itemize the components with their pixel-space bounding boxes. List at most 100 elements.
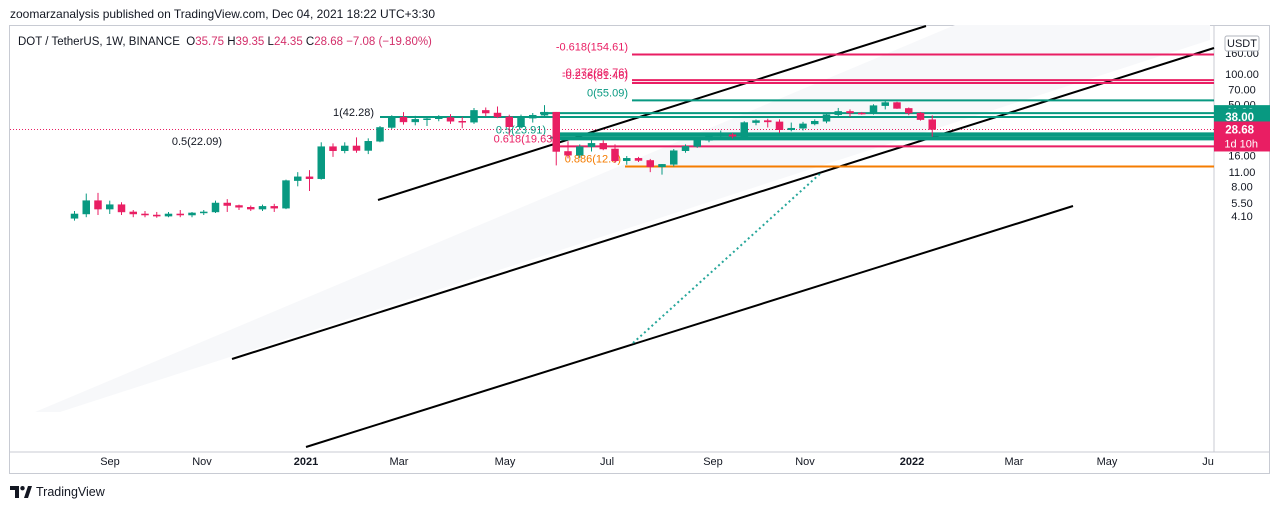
candle-body[interactable] (775, 121, 784, 131)
time-axis-tick: May (495, 456, 516, 468)
candle-body[interactable] (247, 207, 255, 210)
currency-unit-box[interactable] (1224, 35, 1260, 52)
candle-body[interactable] (106, 204, 114, 210)
fib-level-label: 0.886(12.5) (565, 153, 621, 165)
candle-body[interactable] (799, 123, 807, 129)
candle-body[interactable] (928, 119, 936, 130)
candle-body[interactable] (329, 146, 337, 151)
candle-body[interactable] (517, 117, 525, 127)
candle-body[interactable] (728, 134, 737, 137)
candle-body[interactable] (693, 140, 701, 147)
candle-body[interactable] (893, 102, 901, 109)
candle-body[interactable] (646, 160, 654, 168)
candle-body[interactable] (482, 110, 490, 114)
candle-body[interactable] (470, 110, 478, 123)
candle-body[interactable] (399, 116, 408, 123)
candle-body[interactable] (270, 206, 278, 209)
time-axis-tick: Nov (192, 456, 212, 468)
candle-body[interactable] (752, 120, 760, 123)
candle-body[interactable] (258, 206, 267, 210)
candle-body[interactable] (117, 204, 126, 213)
candle-body[interactable] (846, 111, 854, 114)
legend-close-label: C (305, 36, 315, 48)
candle-body[interactable] (611, 148, 619, 162)
candle-body[interactable] (787, 127, 795, 131)
candle-body[interactable] (705, 135, 713, 141)
candle-body[interactable] (764, 120, 772, 123)
tradingview-brand[interactable]: TradingView (10, 484, 105, 500)
candle-body[interactable] (129, 211, 137, 215)
candle-body[interactable] (717, 134, 725, 136)
candle-body[interactable] (811, 120, 819, 125)
candle-body[interactable] (869, 105, 878, 114)
legend-high-label: H (227, 36, 236, 48)
candle-body[interactable] (634, 158, 643, 161)
candle-body[interactable] (176, 213, 184, 216)
candle-body[interactable] (905, 108, 913, 114)
candle-body[interactable] (458, 120, 466, 123)
candle-body[interactable] (822, 114, 831, 122)
candle-body[interactable] (599, 143, 607, 150)
candle-body[interactable] (282, 180, 290, 209)
candle-body[interactable] (658, 164, 666, 168)
candle-body[interactable] (881, 102, 889, 106)
candle-body[interactable] (200, 211, 208, 214)
time-axis-tick: Mar (1005, 456, 1024, 468)
candle-body[interactable] (423, 118, 431, 120)
candle-body[interactable] (141, 213, 149, 216)
fib-level-label: -0.272(86.76) (562, 67, 628, 79)
candle-body[interactable] (670, 150, 678, 165)
time-axis-tick: Ju (1202, 456, 1214, 468)
channel-lower-line[interactable] (305, 205, 1074, 448)
channel-middle-line[interactable] (231, 47, 1215, 360)
candle-body[interactable] (82, 200, 90, 215)
candle-body[interactable] (376, 127, 384, 142)
time-axis-tick: 2021 (294, 456, 318, 468)
price-axis-tick: 16.00 (1228, 150, 1256, 162)
candle-body[interactable] (529, 114, 537, 119)
fib-level-label: -0.618(154.61) (556, 41, 628, 53)
candle-body[interactable] (446, 117, 455, 122)
candle-body[interactable] (341, 145, 349, 151)
candle-body[interactable] (305, 176, 314, 179)
candle-body[interactable] (364, 141, 372, 151)
last-price-label: 28.68 (1225, 124, 1254, 136)
candle-body[interactable] (564, 151, 572, 156)
candle-body[interactable] (493, 112, 502, 118)
time-axis-tick: Mar (390, 456, 409, 468)
candle-body[interactable] (576, 146, 584, 156)
price-axis-level-badge (1214, 108, 1270, 125)
candle-body[interactable] (587, 143, 596, 147)
fib-level-label: 0.618(19.63) (494, 133, 556, 145)
candle-body[interactable] (317, 146, 325, 179)
candle-body[interactable] (153, 214, 161, 217)
candle-body[interactable] (740, 122, 748, 137)
channel-label-middle: 0.5(22.09) (172, 136, 222, 148)
candle-body[interactable] (211, 202, 220, 213)
candle-body[interactable] (916, 112, 925, 120)
candle-body[interactable] (188, 212, 196, 216)
candle-body[interactable] (411, 119, 419, 123)
legend-low-label: L (267, 36, 274, 48)
price-axis-tick: 5.50 (1231, 198, 1252, 210)
candle-body[interactable] (388, 116, 396, 128)
candle-body[interactable] (164, 213, 173, 217)
candle-body[interactable] (352, 145, 361, 151)
candle-body[interactable] (834, 111, 842, 115)
time-axis-tick: May (1097, 456, 1118, 468)
candle-body[interactable] (623, 158, 631, 162)
candle-body[interactable] (858, 112, 866, 115)
candle-body[interactable] (235, 205, 243, 208)
candle-body[interactable] (681, 146, 690, 151)
time-axis-tick: Sep (703, 456, 723, 468)
candle-body[interactable] (552, 111, 560, 152)
candle-body[interactable] (223, 202, 231, 206)
candle-body[interactable] (435, 117, 443, 119)
legend-open-label: O (186, 36, 196, 48)
candle-body[interactable] (540, 111, 549, 116)
candle-body[interactable] (294, 176, 302, 181)
candle-body[interactable] (70, 213, 79, 219)
candle-body[interactable] (505, 116, 513, 127)
candle-body[interactable] (94, 200, 102, 210)
